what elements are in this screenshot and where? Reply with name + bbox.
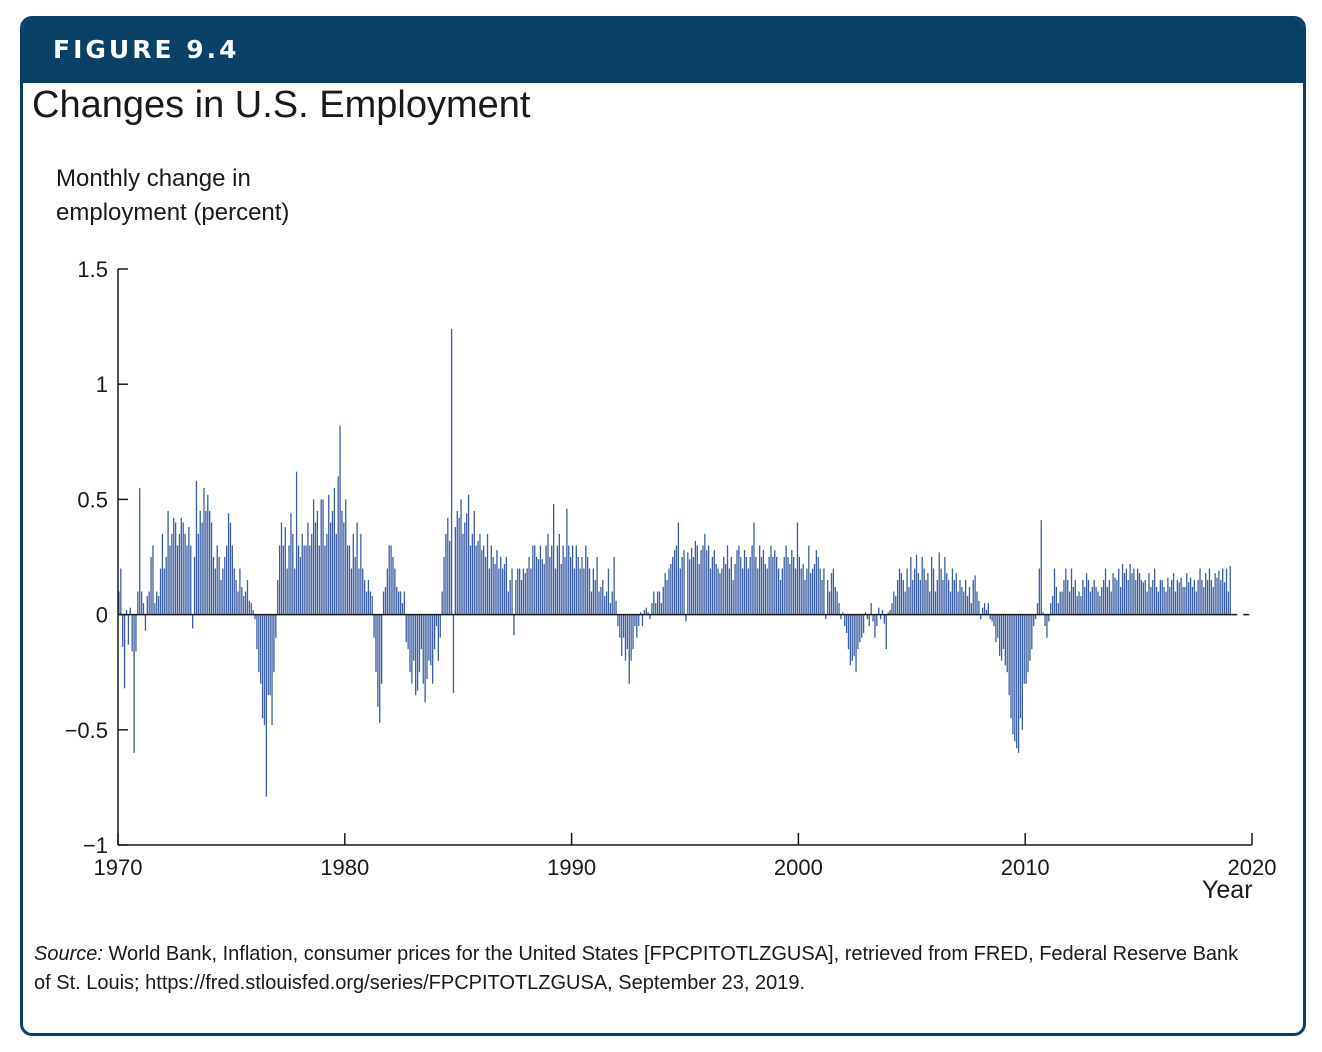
x-tick-label: 1970 — [94, 855, 143, 880]
y-tick-label: 0.5 — [77, 487, 108, 512]
y-axis-title: Monthly change in employment (percent) — [56, 162, 289, 230]
source-text: World Bank, Inflation, consumer prices f… — [34, 943, 1239, 994]
chart-title: Changes in U.S. Employment — [32, 84, 531, 126]
figure-frame: FIGURE 9.4 — [20, 16, 1306, 1036]
y-axis-title-line-2: employment (percent) — [56, 199, 290, 226]
x-tick-label: 1990 — [547, 855, 596, 880]
x-tick-label: 2020 — [1228, 855, 1277, 880]
y-tick-label: 1.5 — [77, 257, 108, 282]
x-tick-label: 2010 — [1001, 855, 1050, 880]
x-axis-title: Year — [1202, 876, 1253, 904]
figure-label: FIGURE 9.4 — [53, 35, 240, 64]
y-tick-label: 0 — [96, 603, 108, 628]
figure-banner: FIGURE 9.4 — [23, 19, 1303, 83]
source-note: Source: World Bank, Inflation, consumer … — [34, 940, 1254, 998]
x-tick-label: 1980 — [320, 855, 369, 880]
x-tick-label: 2000 — [774, 855, 823, 880]
bars-group — [118, 328, 1231, 797]
y-tick-label: −1 — [83, 833, 108, 858]
y-tick-label: 1 — [96, 372, 108, 397]
source-label: Source: — [34, 943, 103, 965]
y-tick-label: −0.5 — [65, 718, 108, 743]
y-axis-title-line-1: Monthly change in — [56, 165, 251, 192]
